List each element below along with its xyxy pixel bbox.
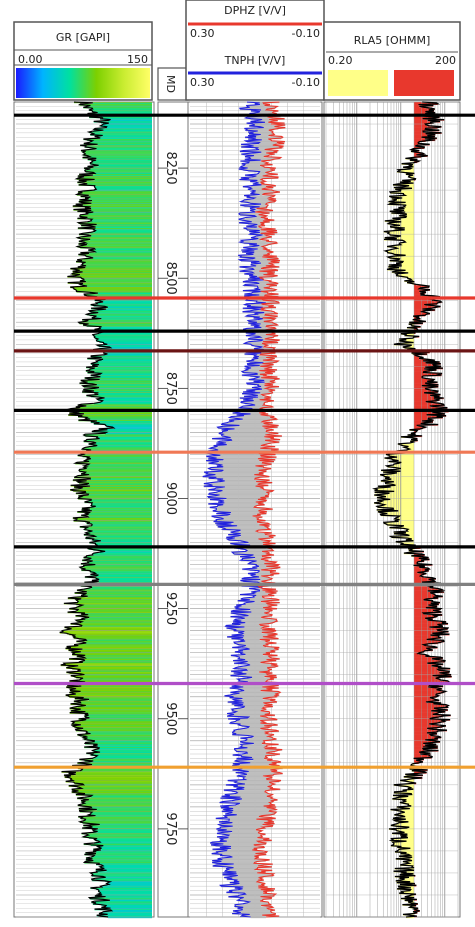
dphz-min-label: 0.30 [190,27,215,40]
depth-tick-label: 9000 [163,482,178,515]
depth-tick-label: 8750 [163,372,178,405]
rla5-min-label: 0.20 [328,54,353,67]
gr-title: GR [GAPI] [56,31,110,44]
rla5-max-label: 200 [435,54,456,67]
rla5-high-fill-swatch [394,70,454,96]
rla5-header: RLA5 [OHMM] 0.20 200 [324,22,460,100]
depth-tick-label: 9500 [163,702,178,735]
depth-tick-label: 9250 [163,592,178,625]
depth-tick-label: 8500 [163,262,178,295]
rla5-low-fill-swatch [328,70,388,96]
gr-min-label: 0.00 [18,53,43,66]
porosity-header: DPHZ [V/V] 0.30 -0.10 TNPH [V/V] 0.30 -0… [186,0,324,100]
tnph-max-label: -0.10 [292,76,320,89]
tnph-title: TNPH [V/V] [224,54,286,67]
gr-max-label: 150 [127,53,148,66]
dphz-title: DPHZ [V/V] [224,4,286,17]
gr-color-ramp [16,68,150,98]
rla5-title: RLA5 [OHMM] [354,34,431,47]
dphz-max-label: -0.10 [292,27,320,40]
depth-tick-label: 8250 [163,152,178,185]
md-axis-label: MD [164,75,177,93]
gr-header: GR [GAPI] 0.00 150 [14,22,152,100]
md-header: MD [158,68,188,100]
tnph-min-label: 0.30 [190,76,215,89]
depth-tick-label: 9750 [163,812,178,845]
